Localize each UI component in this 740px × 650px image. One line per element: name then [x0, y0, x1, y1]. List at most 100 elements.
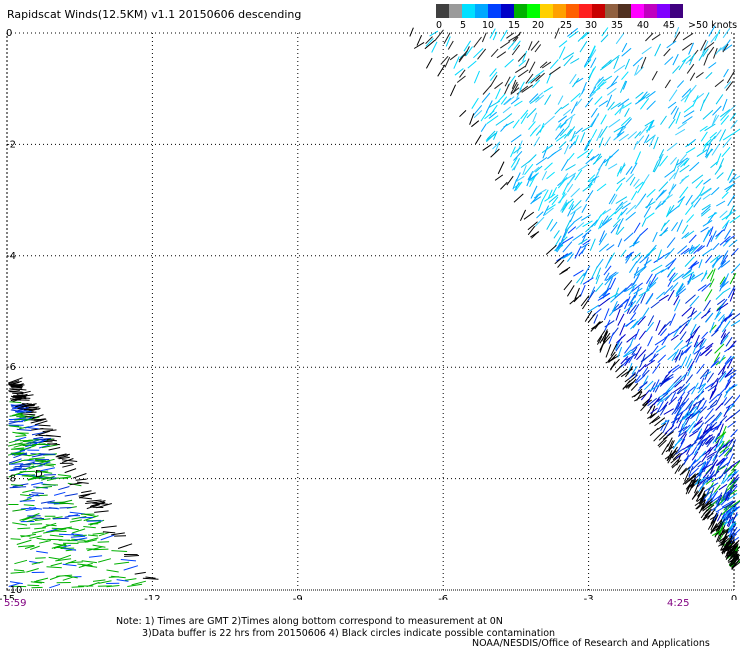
wind-barb: [696, 501, 706, 510]
wind-barb: [500, 41, 511, 49]
wind-barb: [716, 200, 726, 207]
wind-barb: [19, 445, 35, 452]
wind-barb: [674, 299, 681, 312]
wind-barb: [13, 467, 27, 471]
wind-barb: [675, 282, 684, 295]
wind-barb: [610, 194, 618, 205]
wind-barb: [66, 527, 79, 531]
wind-barb: [711, 144, 720, 156]
wind-barb: [536, 211, 544, 219]
wind-barb: [20, 507, 37, 510]
wind-barb: [46, 477, 60, 481]
wind-barb: [646, 404, 654, 414]
wind-barb: [444, 56, 451, 68]
wind-barb: [731, 312, 740, 321]
wind-barb: [645, 281, 657, 292]
wind-barb: [39, 453, 56, 455]
wind-barb: [638, 289, 650, 297]
wind-barb: [628, 286, 635, 296]
wind-barb: [629, 176, 636, 186]
wind-barb: [518, 59, 527, 67]
legend-label: 10: [482, 20, 495, 31]
wind-barb: [729, 204, 735, 215]
wind-barb: [641, 307, 650, 319]
wind-barb: [14, 418, 28, 421]
wind-barb: [16, 411, 32, 413]
wind-barb: [516, 87, 522, 99]
wind-barb: [680, 159, 688, 168]
wind-barb: [614, 287, 620, 298]
wind-barb: [528, 61, 536, 74]
wind-barb: [657, 436, 668, 447]
wind-barb: [625, 204, 637, 215]
wind-barb: [449, 84, 457, 97]
wind-barb: [650, 301, 660, 309]
wind-barb: [716, 370, 726, 383]
wind-barb: [480, 123, 487, 132]
wind-barb: [703, 92, 710, 103]
wind-barb: [688, 467, 699, 478]
wind-barb: [608, 271, 617, 278]
wind-barb: [472, 104, 483, 117]
wind-barb: [727, 168, 734, 181]
wind-barb: [55, 453, 70, 458]
wind-barb: [677, 396, 683, 407]
wind-barb: [682, 32, 694, 41]
wind-barb: [600, 34, 609, 43]
wind-barb: [644, 380, 654, 391]
wind-barb: [510, 87, 520, 95]
wind-barb: [569, 141, 576, 149]
wind-barb: [730, 263, 740, 274]
wind-barb: [658, 149, 665, 159]
wind-barb: [677, 463, 684, 472]
wind-barb: [75, 478, 87, 481]
x-tick-label: 0: [731, 594, 737, 600]
wind-barb: [704, 123, 716, 132]
wind-barb: [642, 399, 652, 407]
wind-barb: [719, 276, 726, 285]
wind-barb: [28, 439, 40, 441]
wind-barb: [720, 473, 728, 485]
wind-barb: [566, 183, 574, 193]
wind-barb: [718, 387, 727, 396]
wind-barb: [55, 558, 72, 562]
wind-barb: [544, 193, 556, 202]
wind-barb: [46, 528, 58, 533]
wind-barb: [12, 394, 24, 397]
wind-barb: [517, 69, 529, 78]
wind-barb: [573, 294, 582, 303]
wind-barb: [707, 403, 717, 411]
wind-barb: [682, 116, 693, 124]
wind-barb: [627, 378, 637, 389]
wind-barb: [576, 272, 585, 284]
wind-barb: [19, 416, 33, 423]
wind-barb: [659, 404, 668, 416]
wind-barb: [703, 504, 715, 515]
wind-barb: [713, 511, 720, 521]
wind-barb: [598, 137, 604, 148]
wind-barb: [569, 297, 578, 305]
wind-barb: [675, 128, 686, 136]
wind-barb: [696, 382, 706, 390]
wind-barb: [525, 73, 534, 84]
wind-barb: [690, 243, 701, 255]
wind-barb: [725, 184, 734, 193]
wind-barb: [92, 579, 106, 582]
wind-barb: [9, 413, 24, 417]
wind-barb: [33, 436, 44, 440]
wind-barb: [666, 382, 675, 393]
wind-barb: [718, 483, 728, 491]
wind-barb: [676, 80, 685, 88]
wind-barb: [690, 260, 698, 268]
wind-barb: [494, 82, 504, 90]
wind-barb: [599, 230, 606, 243]
legend-swatch: [566, 4, 579, 18]
wind-barb: [488, 100, 500, 108]
wind-barb: [519, 209, 527, 222]
wind-barb: [602, 217, 613, 226]
wind-barb: [668, 205, 680, 215]
wind-barb: [23, 416, 40, 422]
wind-barb: [646, 198, 654, 209]
wind-barb: [729, 499, 740, 509]
wind-barb: [481, 32, 487, 43]
